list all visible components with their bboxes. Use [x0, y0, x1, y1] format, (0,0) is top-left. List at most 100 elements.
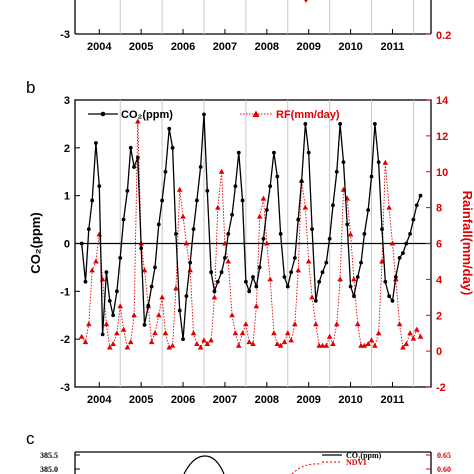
rf-point [106, 344, 113, 350]
co2-point [285, 284, 290, 289]
right-y-tick-label: 12 [436, 131, 448, 143]
panel-a-x-tick-label: 2008 [255, 41, 279, 53]
rf-point [162, 330, 169, 336]
rf-point [274, 340, 281, 346]
rf-point [372, 342, 378, 348]
panel-a-x-tick-label: 2011 [381, 41, 405, 53]
co2-point [107, 299, 112, 303]
left-axis-title: CO₂(ppm) [28, 212, 43, 273]
co2-point [111, 313, 116, 318]
co2-point [219, 270, 224, 275]
co2-point [146, 303, 151, 308]
rf-point [379, 258, 385, 264]
co2-point [376, 160, 381, 165]
co2-point [397, 255, 402, 260]
co2-point [233, 184, 238, 189]
right-y-tick-label: 0 [436, 346, 442, 358]
rf-point [239, 330, 246, 336]
panel-c-letter: c [26, 429, 35, 448]
right-y-tick-label: 14 [436, 95, 449, 107]
rf-point [337, 276, 343, 282]
co2-point [393, 275, 398, 279]
rf-point [141, 267, 148, 273]
panel-a-left-y-label: -3 [60, 29, 70, 41]
co2-point [306, 150, 311, 155]
co2-point [257, 265, 262, 270]
co2-point [355, 275, 360, 279]
co2-point [223, 255, 227, 260]
rf-point [120, 326, 127, 332]
rf-point [260, 195, 267, 201]
co2-point [215, 279, 220, 284]
co2-point [247, 289, 252, 294]
co2-point [372, 122, 377, 126]
co2-point [170, 145, 175, 150]
co2-point [251, 275, 255, 279]
co2-point [296, 217, 301, 222]
rf-point [197, 344, 204, 350]
co2-point [324, 260, 329, 265]
panel-c-left-y-label-1: 385.5 [40, 451, 58, 460]
rf-point [155, 312, 162, 318]
panel-c-co2-curve [183, 455, 225, 474]
rf-point [288, 337, 294, 343]
panel-c-right-y-label-1: 0.65 [437, 451, 451, 460]
rf-point [386, 204, 392, 210]
rf-point [368, 337, 375, 343]
panel-a-x-tick-label: 2010 [338, 41, 362, 53]
co2-point [359, 260, 363, 265]
rf-point [93, 258, 99, 264]
rf-point [148, 339, 155, 345]
co2-point [118, 255, 123, 260]
rf-point [131, 312, 137, 318]
co2-point [310, 227, 314, 232]
co2-point [414, 203, 419, 208]
x-tick-label: 2010 [338, 394, 362, 406]
rf-point [235, 342, 242, 348]
co2-point [177, 308, 182, 313]
rf-point [183, 240, 190, 246]
co2-point [275, 174, 280, 179]
rf-point [309, 294, 315, 300]
rf-point [117, 303, 124, 309]
rf-point [103, 321, 110, 327]
panel-c-left-y-label-2: 385.0 [40, 465, 58, 474]
right-y-tick-label: 4 [436, 274, 443, 286]
legend-co2-label: CO₂(ppm) [121, 109, 173, 121]
co2-point [191, 227, 196, 232]
legend-co2-marker [100, 111, 106, 117]
panel-a-x-tick-label: 2009 [296, 41, 320, 53]
legend-rf-marker [252, 110, 260, 117]
rf-point [211, 294, 218, 300]
co2-point [348, 284, 353, 289]
co2-point [408, 232, 412, 236]
co2-point [243, 279, 248, 284]
right-axis-title: Rainfall(mm/day) [460, 191, 474, 296]
rf-point [135, 118, 141, 124]
panel-a-x-tick-label: 2006 [171, 41, 195, 53]
co2-point [362, 232, 367, 236]
co2-point [418, 193, 423, 198]
co2-point [383, 279, 388, 284]
right-y-tick-label: 2 [436, 310, 442, 322]
rf-point [333, 321, 340, 327]
rf-point [292, 321, 298, 327]
co2-point [289, 270, 294, 275]
rf-point [173, 285, 179, 291]
rf-point [281, 339, 288, 345]
rf-point [277, 342, 284, 348]
co2-point [404, 241, 409, 246]
co2-point [128, 145, 133, 150]
left-y-tick-label: 0 [64, 239, 70, 251]
rf-point [180, 213, 186, 219]
rf-point [400, 344, 406, 350]
rf-point [208, 337, 214, 343]
rf-point [215, 204, 221, 210]
rf-point [194, 340, 200, 346]
co2-point [86, 227, 91, 232]
co2-point [380, 227, 384, 232]
rf-point [166, 344, 173, 350]
right-y-tick-label: 6 [436, 239, 442, 251]
co2-point [303, 122, 308, 126]
rf-point [124, 344, 131, 350]
